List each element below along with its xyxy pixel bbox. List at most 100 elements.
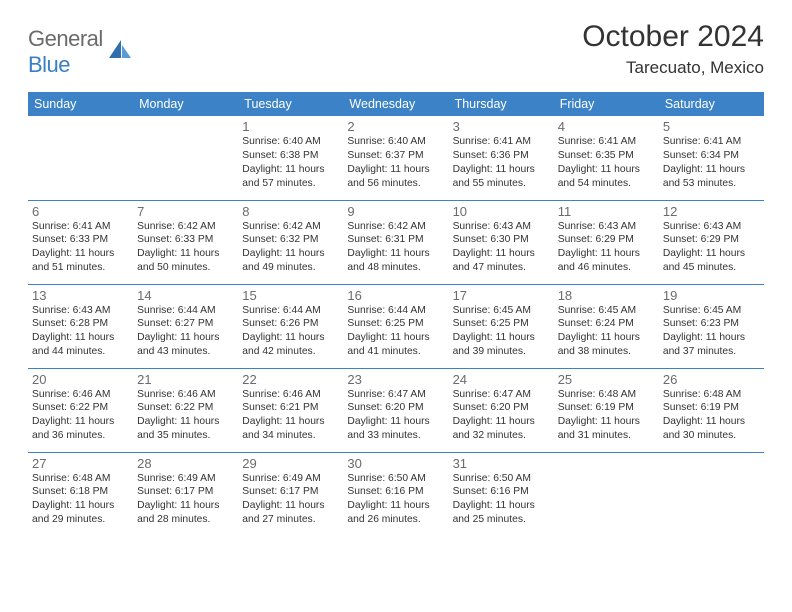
calendar-day: 18Sunrise: 6:45 AMSunset: 6:24 PMDayligh… bbox=[554, 284, 659, 368]
daylight-line-2: and 39 minutes. bbox=[453, 345, 550, 359]
sunrise-line: Sunrise: 6:41 AM bbox=[558, 135, 655, 149]
daylight-line-2: and 50 minutes. bbox=[137, 261, 234, 275]
sunrise-line: Sunrise: 6:41 AM bbox=[663, 135, 760, 149]
daylight-line-2: and 29 minutes. bbox=[32, 513, 129, 527]
daylight-line-2: and 54 minutes. bbox=[558, 177, 655, 191]
calendar-week: 20Sunrise: 6:46 AMSunset: 6:22 PMDayligh… bbox=[28, 368, 764, 452]
sunrise-line: Sunrise: 6:48 AM bbox=[32, 472, 129, 486]
day-info: Sunrise: 6:48 AMSunset: 6:18 PMDaylight:… bbox=[32, 472, 129, 528]
calendar-day: 4Sunrise: 6:41 AMSunset: 6:35 PMDaylight… bbox=[554, 116, 659, 200]
sunrise-line: Sunrise: 6:50 AM bbox=[453, 472, 550, 486]
day-info: Sunrise: 6:40 AMSunset: 6:38 PMDaylight:… bbox=[242, 135, 339, 191]
day-number: 9 bbox=[347, 204, 444, 219]
day-number: 8 bbox=[242, 204, 339, 219]
day-info: Sunrise: 6:41 AMSunset: 6:36 PMDaylight:… bbox=[453, 135, 550, 191]
day-info: Sunrise: 6:46 AMSunset: 6:21 PMDaylight:… bbox=[242, 388, 339, 444]
calendar-day: 14Sunrise: 6:44 AMSunset: 6:27 PMDayligh… bbox=[133, 284, 238, 368]
calendar-day: 8Sunrise: 6:42 AMSunset: 6:32 PMDaylight… bbox=[238, 200, 343, 284]
daylight-line-1: Daylight: 11 hours bbox=[137, 247, 234, 261]
sunset-line: Sunset: 6:26 PM bbox=[242, 317, 339, 331]
sunrise-line: Sunrise: 6:42 AM bbox=[137, 220, 234, 234]
sunset-line: Sunset: 6:20 PM bbox=[453, 401, 550, 415]
sunset-line: Sunset: 6:19 PM bbox=[558, 401, 655, 415]
month-title: October 2024 bbox=[582, 20, 764, 54]
day-number: 16 bbox=[347, 288, 444, 303]
sunset-line: Sunset: 6:32 PM bbox=[242, 233, 339, 247]
title-block: October 2024 Tarecuato, Mexico bbox=[582, 20, 764, 78]
sunset-line: Sunset: 6:30 PM bbox=[453, 233, 550, 247]
sunset-line: Sunset: 6:17 PM bbox=[137, 485, 234, 499]
day-number: 31 bbox=[453, 456, 550, 471]
daylight-line-1: Daylight: 11 hours bbox=[242, 247, 339, 261]
day-number: 15 bbox=[242, 288, 339, 303]
day-info: Sunrise: 6:47 AMSunset: 6:20 PMDaylight:… bbox=[453, 388, 550, 444]
daylight-line-2: and 34 minutes. bbox=[242, 429, 339, 443]
sunset-line: Sunset: 6:19 PM bbox=[663, 401, 760, 415]
sunset-line: Sunset: 6:28 PM bbox=[32, 317, 129, 331]
calendar-day-empty bbox=[554, 452, 659, 536]
day-number: 24 bbox=[453, 372, 550, 387]
day-number: 27 bbox=[32, 456, 129, 471]
calendar-body: 1Sunrise: 6:40 AMSunset: 6:38 PMDaylight… bbox=[28, 116, 764, 536]
calendar-day: 29Sunrise: 6:49 AMSunset: 6:17 PMDayligh… bbox=[238, 452, 343, 536]
sunrise-line: Sunrise: 6:48 AM bbox=[558, 388, 655, 402]
header: General Blue October 2024 Tarecuato, Mex… bbox=[28, 20, 764, 78]
sunrise-line: Sunrise: 6:45 AM bbox=[663, 304, 760, 318]
calendar-day: 26Sunrise: 6:48 AMSunset: 6:19 PMDayligh… bbox=[659, 368, 764, 452]
day-info: Sunrise: 6:40 AMSunset: 6:37 PMDaylight:… bbox=[347, 135, 444, 191]
calendar-day: 24Sunrise: 6:47 AMSunset: 6:20 PMDayligh… bbox=[449, 368, 554, 452]
sunset-line: Sunset: 6:25 PM bbox=[453, 317, 550, 331]
day-number: 17 bbox=[453, 288, 550, 303]
sunset-line: Sunset: 6:33 PM bbox=[32, 233, 129, 247]
daylight-line-2: and 48 minutes. bbox=[347, 261, 444, 275]
day-info: Sunrise: 6:45 AMSunset: 6:23 PMDaylight:… bbox=[663, 304, 760, 360]
daylight-line-1: Daylight: 11 hours bbox=[453, 415, 550, 429]
daylight-line-2: and 28 minutes. bbox=[137, 513, 234, 527]
sunrise-line: Sunrise: 6:40 AM bbox=[347, 135, 444, 149]
calendar-day: 11Sunrise: 6:43 AMSunset: 6:29 PMDayligh… bbox=[554, 200, 659, 284]
daylight-line-1: Daylight: 11 hours bbox=[137, 499, 234, 513]
daylight-line-2: and 35 minutes. bbox=[137, 429, 234, 443]
calendar-day: 27Sunrise: 6:48 AMSunset: 6:18 PMDayligh… bbox=[28, 452, 133, 536]
sunset-line: Sunset: 6:34 PM bbox=[663, 149, 760, 163]
sail-icon bbox=[107, 38, 133, 67]
calendar-day: 23Sunrise: 6:47 AMSunset: 6:20 PMDayligh… bbox=[343, 368, 448, 452]
sunrise-line: Sunrise: 6:41 AM bbox=[453, 135, 550, 149]
calendar-day: 1Sunrise: 6:40 AMSunset: 6:38 PMDaylight… bbox=[238, 116, 343, 200]
day-info: Sunrise: 6:44 AMSunset: 6:26 PMDaylight:… bbox=[242, 304, 339, 360]
calendar-day: 21Sunrise: 6:46 AMSunset: 6:22 PMDayligh… bbox=[133, 368, 238, 452]
daylight-line-1: Daylight: 11 hours bbox=[347, 331, 444, 345]
sunset-line: Sunset: 6:33 PM bbox=[137, 233, 234, 247]
day-info: Sunrise: 6:44 AMSunset: 6:25 PMDaylight:… bbox=[347, 304, 444, 360]
calendar-day: 19Sunrise: 6:45 AMSunset: 6:23 PMDayligh… bbox=[659, 284, 764, 368]
calendar-day: 25Sunrise: 6:48 AMSunset: 6:19 PMDayligh… bbox=[554, 368, 659, 452]
sunrise-line: Sunrise: 6:44 AM bbox=[137, 304, 234, 318]
sunset-line: Sunset: 6:22 PM bbox=[32, 401, 129, 415]
weekday-header: Sunday bbox=[28, 92, 133, 116]
day-number: 25 bbox=[558, 372, 655, 387]
sunset-line: Sunset: 6:35 PM bbox=[558, 149, 655, 163]
calendar-day: 20Sunrise: 6:46 AMSunset: 6:22 PMDayligh… bbox=[28, 368, 133, 452]
sunrise-line: Sunrise: 6:45 AM bbox=[558, 304, 655, 318]
sunset-line: Sunset: 6:38 PM bbox=[242, 149, 339, 163]
day-info: Sunrise: 6:41 AMSunset: 6:35 PMDaylight:… bbox=[558, 135, 655, 191]
day-info: Sunrise: 6:45 AMSunset: 6:25 PMDaylight:… bbox=[453, 304, 550, 360]
day-info: Sunrise: 6:49 AMSunset: 6:17 PMDaylight:… bbox=[242, 472, 339, 528]
day-info: Sunrise: 6:46 AMSunset: 6:22 PMDaylight:… bbox=[32, 388, 129, 444]
calendar-page: General Blue October 2024 Tarecuato, Mex… bbox=[0, 0, 792, 556]
day-info: Sunrise: 6:42 AMSunset: 6:32 PMDaylight:… bbox=[242, 220, 339, 276]
daylight-line-1: Daylight: 11 hours bbox=[242, 415, 339, 429]
calendar-day: 31Sunrise: 6:50 AMSunset: 6:16 PMDayligh… bbox=[449, 452, 554, 536]
sunset-line: Sunset: 6:24 PM bbox=[558, 317, 655, 331]
calendar-day: 7Sunrise: 6:42 AMSunset: 6:33 PMDaylight… bbox=[133, 200, 238, 284]
logo: General Blue bbox=[28, 26, 133, 78]
daylight-line-1: Daylight: 11 hours bbox=[453, 499, 550, 513]
sunrise-line: Sunrise: 6:42 AM bbox=[347, 220, 444, 234]
daylight-line-1: Daylight: 11 hours bbox=[663, 331, 760, 345]
calendar-day: 28Sunrise: 6:49 AMSunset: 6:17 PMDayligh… bbox=[133, 452, 238, 536]
calendar-day: 6Sunrise: 6:41 AMSunset: 6:33 PMDaylight… bbox=[28, 200, 133, 284]
day-info: Sunrise: 6:43 AMSunset: 6:29 PMDaylight:… bbox=[663, 220, 760, 276]
calendar-day: 13Sunrise: 6:43 AMSunset: 6:28 PMDayligh… bbox=[28, 284, 133, 368]
daylight-line-2: and 57 minutes. bbox=[242, 177, 339, 191]
day-info: Sunrise: 6:41 AMSunset: 6:33 PMDaylight:… bbox=[32, 220, 129, 276]
